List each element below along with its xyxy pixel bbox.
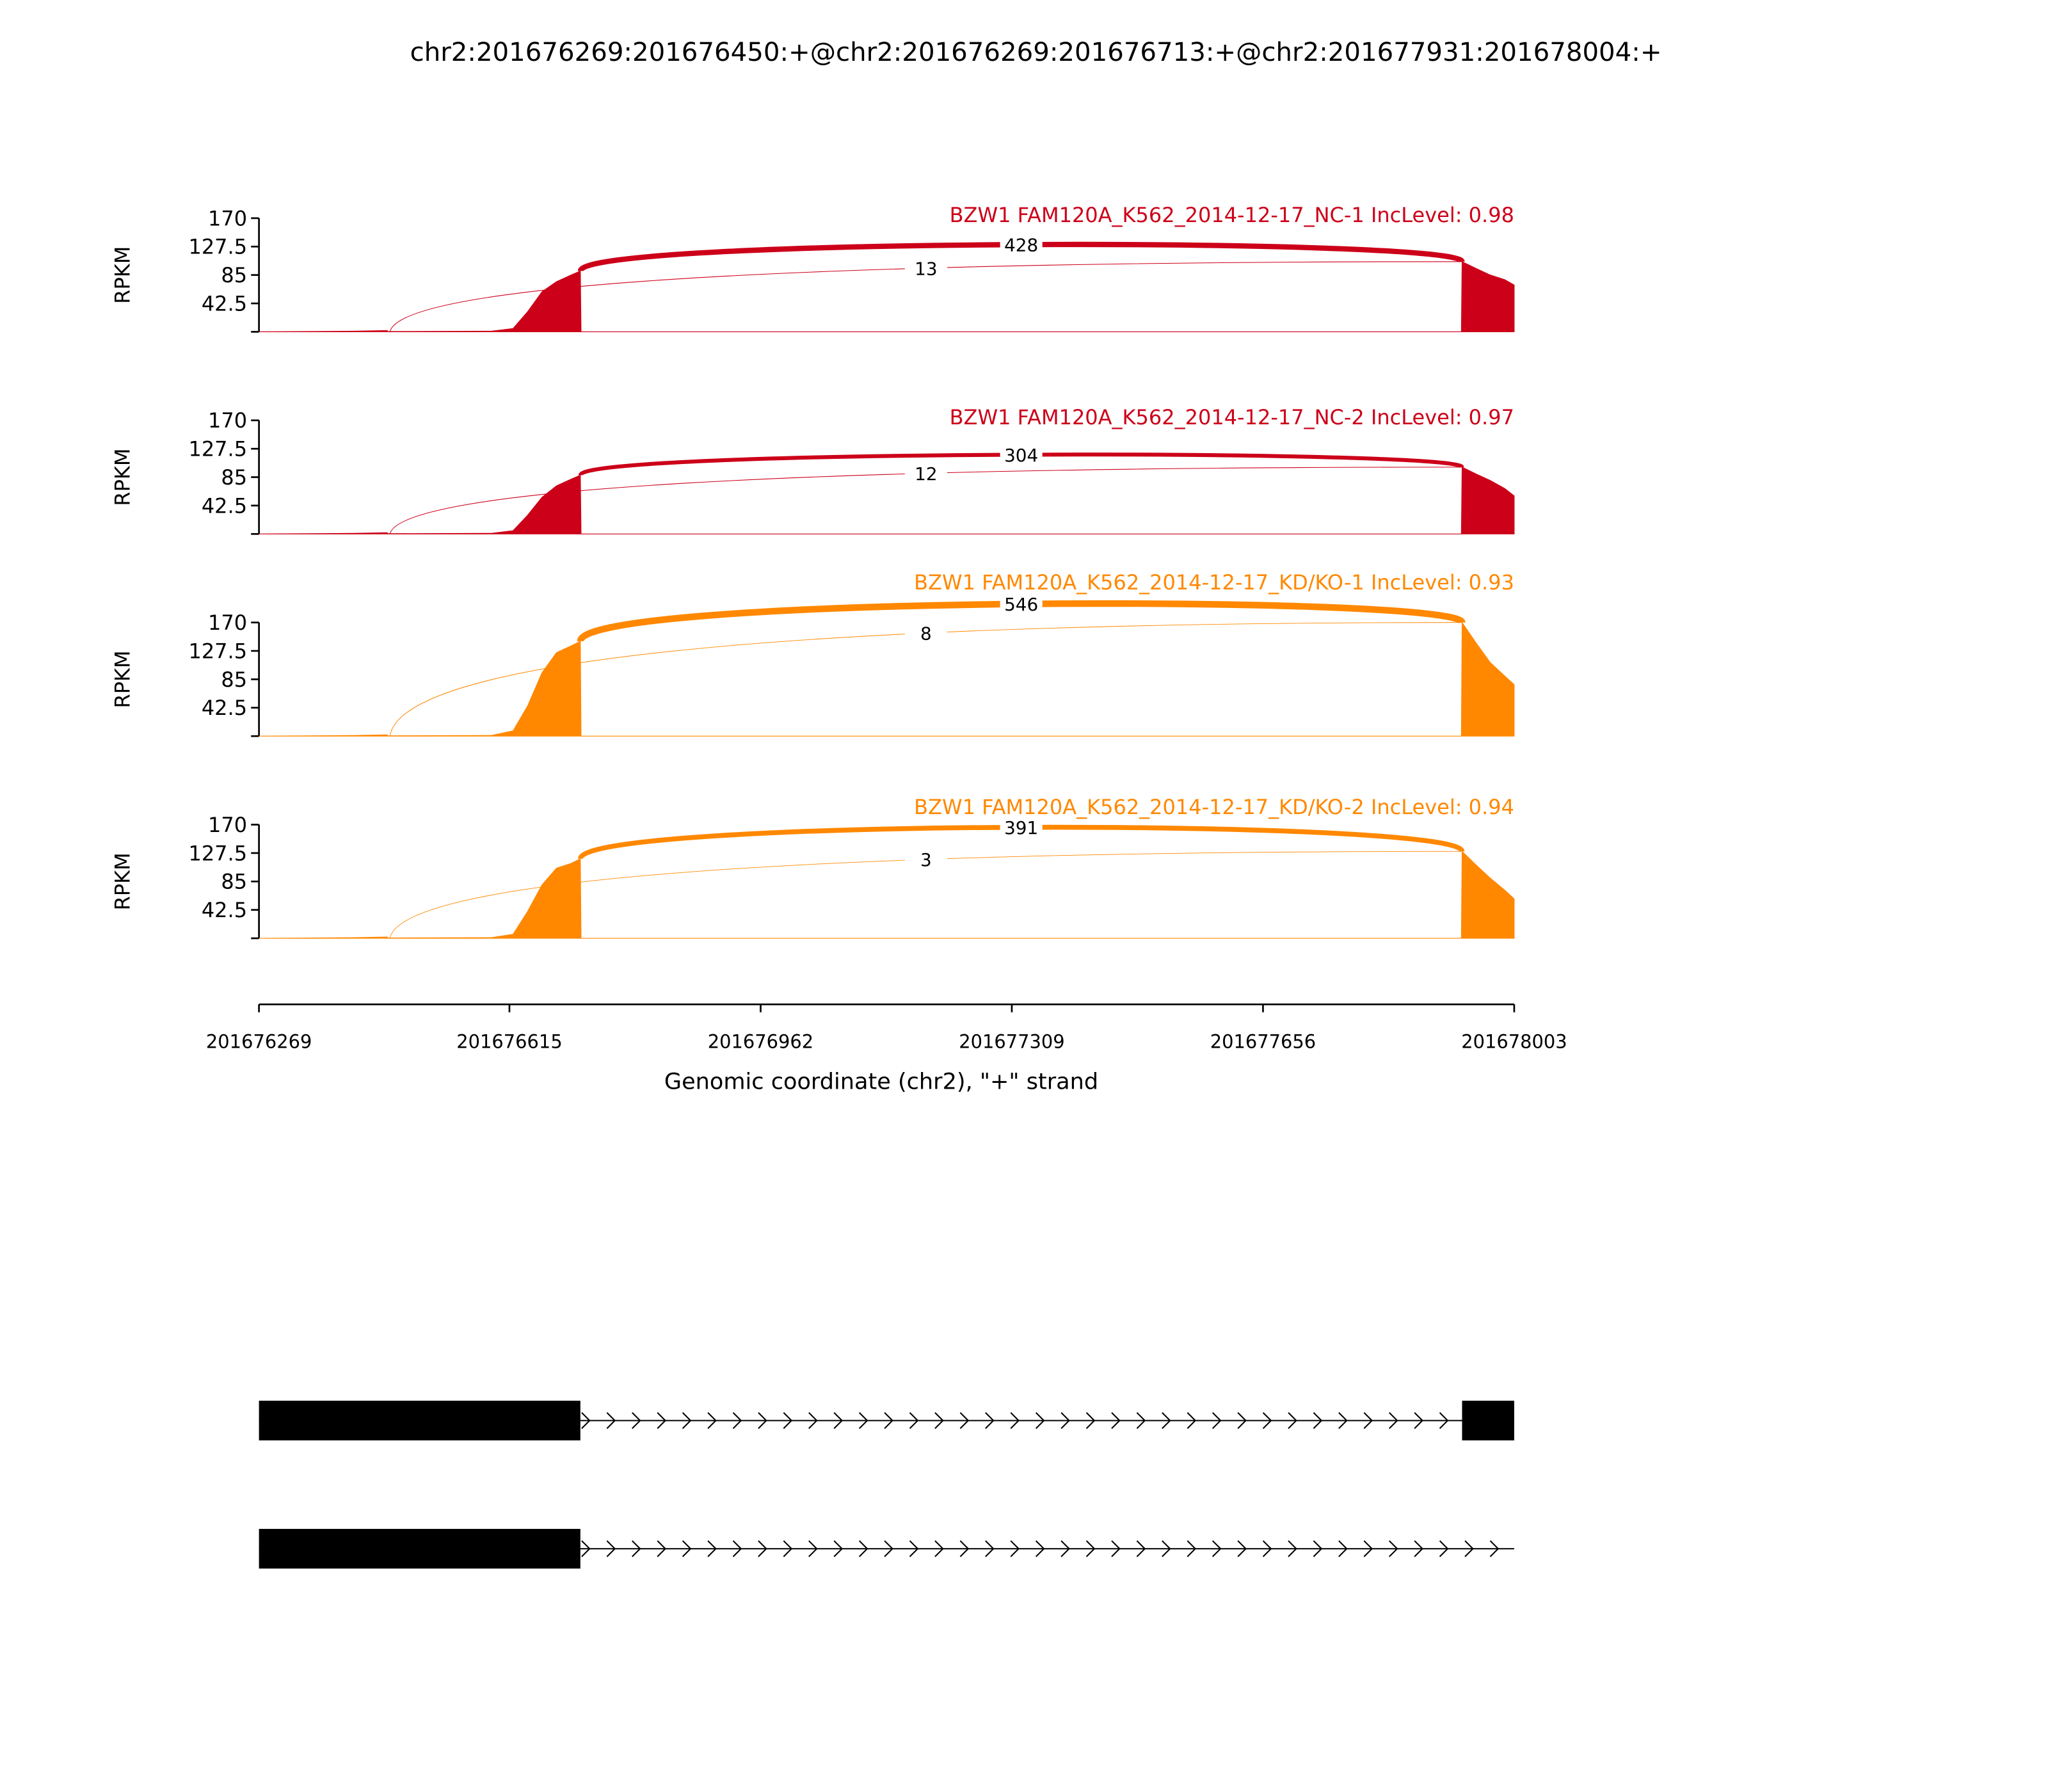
x-tick-label: 201676269 [206,1030,312,1052]
junction-count: 12 [915,463,937,484]
junction-count: 546 [1004,594,1038,615]
coverage-area [259,260,1515,332]
panel-title: BZW1 FAM120A_K562_2014-12-17_KD/KO-1 Inc… [914,570,1514,595]
y-tick-label: 42.5 [202,898,247,922]
y-tick-label: 127.5 [188,437,247,461]
junction-label-bg [904,463,947,484]
x-tick-label: 201676962 [708,1030,813,1052]
junction-count: 304 [1004,445,1038,466]
junction-label-bg [904,257,947,279]
panel-title: BZW1 FAM120A_K562_2014-12-17_NC-1 IncLev… [950,203,1514,227]
x-axis-label: Genomic coordinate (chr2), "+" strand [664,1068,1098,1094]
junction-label-bg [1000,234,1043,255]
y-tick-label: 170 [208,813,247,837]
y-axis-label: RPKM [110,852,134,910]
panel-title: BZW1 FAM120A_K562_2014-12-17_KD/KO-2 Inc… [914,795,1514,819]
y-axis-label: RPKM [110,448,134,506]
y-tick-label: 170 [208,611,247,635]
y-tick-label: 85 [221,668,247,692]
junction-count: 8 [920,623,932,644]
junction-label-bg [904,622,947,644]
y-tick-label: 42.5 [202,291,247,316]
junction-count: 391 [1004,817,1038,838]
x-tick-label: 201676615 [456,1030,562,1052]
exon [259,1528,580,1569]
junction-label-bg [1000,593,1043,615]
exon [259,1400,580,1441]
y-tick-label: 42.5 [202,696,247,720]
y-tick-label: 85 [221,465,247,490]
coverage-area [259,851,1515,939]
y-tick-label: 85 [221,263,247,287]
junction-label-bg [1000,817,1043,838]
y-tick-label: 170 [208,408,247,433]
exon [1462,1400,1514,1441]
x-tick-label: 201678003 [1461,1030,1567,1052]
y-tick-label: 127.5 [188,841,247,865]
coverage-area [259,621,1515,737]
y-tick-label: 127.5 [188,235,247,259]
strand-chevrons [581,1412,1449,1429]
coverage-area [259,467,1515,534]
junction-label-bg [1000,444,1043,465]
junction-arc [389,467,1462,534]
junction-label-bg [904,849,947,870]
y-tick-label: 127.5 [188,639,247,663]
x-tick-label: 201677309 [959,1030,1064,1052]
strand-chevrons [581,1540,1500,1557]
y-tick-label: 85 [221,870,247,894]
junction-arc [389,851,1462,938]
figure-title: chr2:201676269:201676450:+@chr2:20167626… [410,38,1662,67]
y-axis-label: RPKM [110,650,134,708]
junction-count: 428 [1004,235,1038,256]
junction-arc [389,261,1462,332]
junction-count: 3 [920,849,932,870]
x-tick-label: 201677656 [1210,1030,1316,1052]
y-tick-label: 170 [208,206,247,230]
y-axis-label: RPKM [110,246,134,304]
y-tick-label: 42.5 [202,493,247,518]
panel-title: BZW1 FAM120A_K562_2014-12-17_NC-2 IncLev… [950,405,1514,429]
junction-count: 13 [915,258,937,279]
junction-arc [389,622,1462,736]
